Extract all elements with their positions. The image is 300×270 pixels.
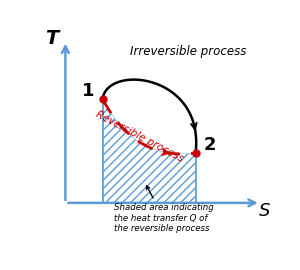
- Text: 1: 1: [82, 82, 95, 100]
- Text: S: S: [259, 202, 270, 220]
- Text: Shaded area indicating
the heat transfer Q of
the reversible process: Shaded area indicating the heat transfer…: [114, 186, 214, 233]
- Text: Irreversible process: Irreversible process: [130, 45, 247, 58]
- Text: Reversible process: Reversible process: [94, 109, 185, 164]
- Text: 2: 2: [203, 136, 216, 154]
- Text: T: T: [45, 29, 58, 48]
